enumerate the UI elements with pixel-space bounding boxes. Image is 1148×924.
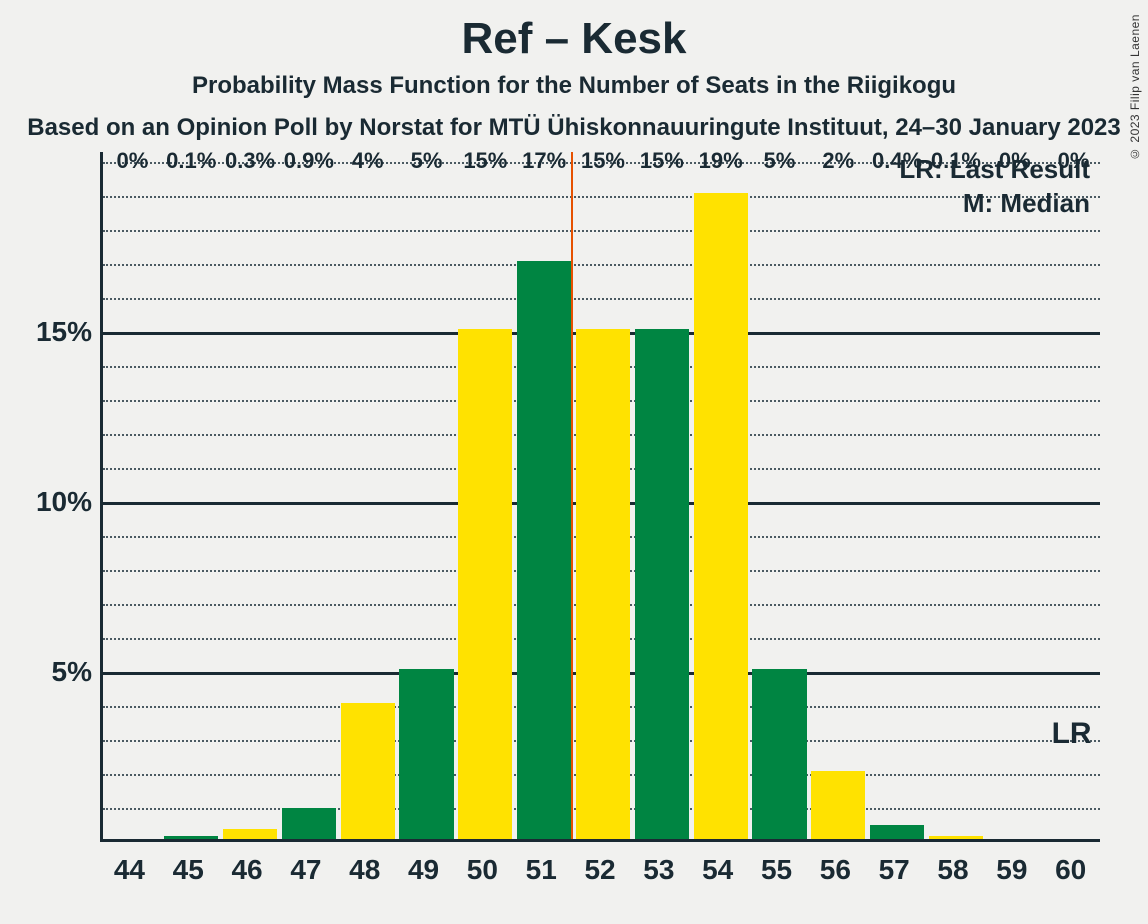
bar-value-label: 4% (338, 148, 397, 699)
chart-title: Ref – Kesk (0, 14, 1148, 64)
x-axis-tick-label: 59 (982, 842, 1041, 886)
bar-value-label: 0.9% (279, 148, 338, 804)
bar (399, 669, 453, 839)
bar-value-label: 17% (515, 148, 574, 257)
x-axis-tick-label: 52 (571, 842, 630, 886)
bar (282, 808, 336, 839)
bar (870, 825, 924, 839)
median-line (571, 152, 573, 839)
bar-value-label: 15% (456, 148, 515, 325)
bar-value-label: 2% (809, 148, 868, 767)
x-axis-tick-label: 57 (865, 842, 924, 886)
chart-subtitle: Probability Mass Function for the Number… (0, 72, 1148, 100)
bar (694, 193, 748, 839)
x-axis-labels: 4445464748495051525354555657585960 (100, 842, 1100, 886)
bar-value-label: 19% (691, 148, 750, 189)
x-axis-tick-label: 45 (159, 842, 218, 886)
bar-value-label: 15% (574, 148, 633, 325)
x-axis-tick-label: 60 (1041, 842, 1100, 886)
x-axis-tick-label: 54 (688, 842, 747, 886)
y-axis-tick-label: 10% (22, 486, 92, 518)
x-axis-tick-label: 47 (276, 842, 335, 886)
x-axis-tick-label: 55 (747, 842, 806, 886)
bar-value-label: 0.1% (927, 148, 986, 832)
bar-value-label: 0% (985, 148, 1044, 835)
x-axis-tick-label: 50 (453, 842, 512, 886)
bar-value-label: 5% (750, 148, 809, 665)
bar (811, 771, 865, 839)
bar-value-label: 0.4% (868, 148, 927, 821)
chart-source-line: Based on an Opinion Poll by Norstat for … (0, 114, 1148, 142)
legend-last-result: LR: Last Result (880, 154, 1090, 185)
x-axis-tick-label: 49 (394, 842, 453, 886)
x-axis-tick-label: 53 (629, 842, 688, 886)
bar (517, 261, 571, 839)
bar-value-label: 15% (632, 148, 691, 325)
plot-area: 0%0.1%0.3%0.9%4%5%15%17%15%15%19%5%2%0.4… (100, 152, 1100, 842)
copyright-text: © 2023 Filip van Laenen (1128, 14, 1142, 161)
bar (635, 329, 689, 839)
x-axis-tick-label: 44 (100, 842, 159, 886)
median-marker-label: M (589, 576, 614, 610)
bar (929, 836, 983, 839)
bar (458, 329, 512, 839)
x-axis-tick-label: 46 (218, 842, 277, 886)
bar-value-label: 5% (397, 148, 456, 665)
bar-value-label: 0% (103, 148, 162, 835)
x-axis-tick-label: 56 (806, 842, 865, 886)
bar (752, 669, 806, 839)
x-axis-tick-label: 48 (335, 842, 394, 886)
x-axis-tick-label: 51 (512, 842, 571, 886)
y-axis-tick-label: 5% (22, 656, 92, 688)
y-axis-tick-label: 15% (22, 316, 92, 348)
x-axis-tick-label: 58 (924, 842, 983, 886)
bar (223, 829, 277, 839)
bar (164, 836, 218, 839)
bar-value-label: 0.1% (162, 148, 221, 832)
bar (341, 703, 395, 839)
legend-median: M: Median (880, 188, 1090, 219)
bar-value-label: 0.3% (221, 148, 280, 825)
last-result-marker-label: LR (1052, 717, 1092, 751)
